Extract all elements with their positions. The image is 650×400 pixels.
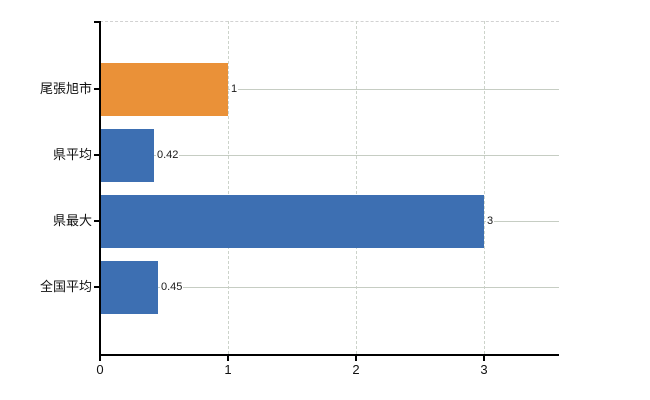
bar (101, 261, 158, 314)
y-axis-label: 尾張旭市 (39, 81, 92, 96)
y-axis-line (99, 21, 101, 356)
h-gridline (100, 287, 559, 288)
bar (101, 129, 154, 182)
x-axis-tick-label: 0 (96, 362, 104, 377)
bar (101, 195, 484, 248)
y-axis-label: 全国平均 (39, 279, 92, 294)
y-axis-label: 県最大 (52, 213, 92, 228)
h-gridline (100, 89, 559, 90)
y-axis-label: 県平均 (52, 147, 92, 162)
bar-value-label: 1 (230, 82, 239, 96)
x-axis-tick-label: 2 (352, 362, 360, 377)
x-axis-tick (355, 356, 357, 361)
v-gridline (484, 21, 485, 354)
y-axis-tick (94, 220, 100, 222)
x-axis-tick-label: 1 (224, 362, 232, 377)
y-axis-tick (94, 154, 100, 156)
bar-value-label: 3 (486, 214, 495, 228)
v-gridline (228, 21, 229, 354)
x-axis-line (99, 354, 559, 356)
h-gridline (100, 155, 559, 156)
y-axis-end-tick (94, 21, 100, 23)
y-axis-tick (94, 88, 100, 90)
x-axis-tick (99, 356, 101, 361)
x-axis-tick-label: 3 (480, 362, 488, 377)
bar-value-label: 0.42 (156, 148, 180, 162)
y-axis-tick (94, 286, 100, 288)
bar-value-label: 0.45 (160, 280, 184, 294)
plot-top-border (100, 21, 559, 22)
x-axis-tick (227, 356, 229, 361)
x-axis-tick (483, 356, 485, 361)
v-gridline (356, 21, 357, 354)
bar (101, 63, 228, 116)
